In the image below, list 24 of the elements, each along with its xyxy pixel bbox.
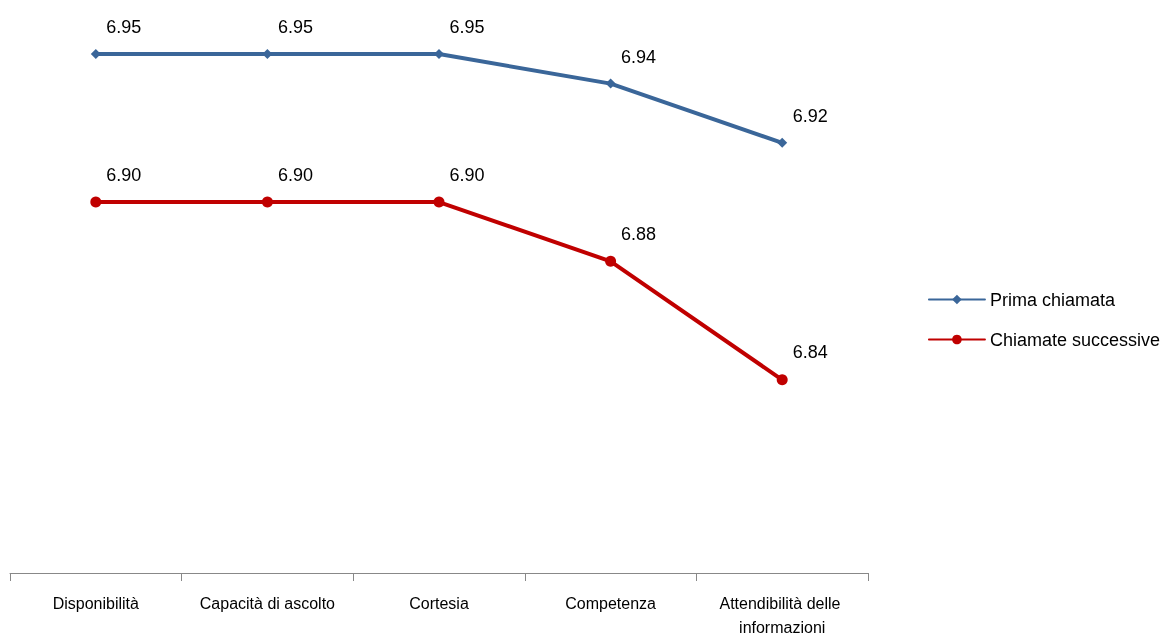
data-label: 6.92 bbox=[792, 105, 828, 126]
x-tick-label: Cortesia bbox=[409, 594, 469, 612]
point bbox=[777, 137, 788, 148]
data-label: 6.95 bbox=[106, 17, 142, 37]
data-label: 6.95 bbox=[277, 17, 313, 37]
data-label: 6.90 bbox=[277, 164, 313, 185]
point bbox=[776, 374, 788, 386]
x-tick-label: Disponibilità bbox=[52, 594, 140, 612]
data-label: 6.95 bbox=[449, 17, 485, 37]
point bbox=[90, 196, 102, 208]
data-label: 6.88 bbox=[621, 223, 657, 244]
point bbox=[261, 196, 273, 208]
point bbox=[605, 78, 616, 89]
legend-label: Chiamate successive bbox=[989, 329, 1161, 350]
x-tick-label: Attendibilità delle informazioni bbox=[719, 594, 845, 636]
point bbox=[605, 255, 617, 267]
legend-label: Prima chiamata bbox=[989, 289, 1116, 310]
x-tick-label: Competenza bbox=[565, 594, 657, 612]
data-label: 6.90 bbox=[106, 164, 142, 185]
data-label: 6.84 bbox=[792, 342, 828, 363]
data-label: 6.94 bbox=[621, 46, 657, 67]
point bbox=[433, 196, 445, 208]
x-tick-label: Capacità di ascolto bbox=[199, 594, 336, 612]
data-label: 6.90 bbox=[449, 164, 485, 185]
